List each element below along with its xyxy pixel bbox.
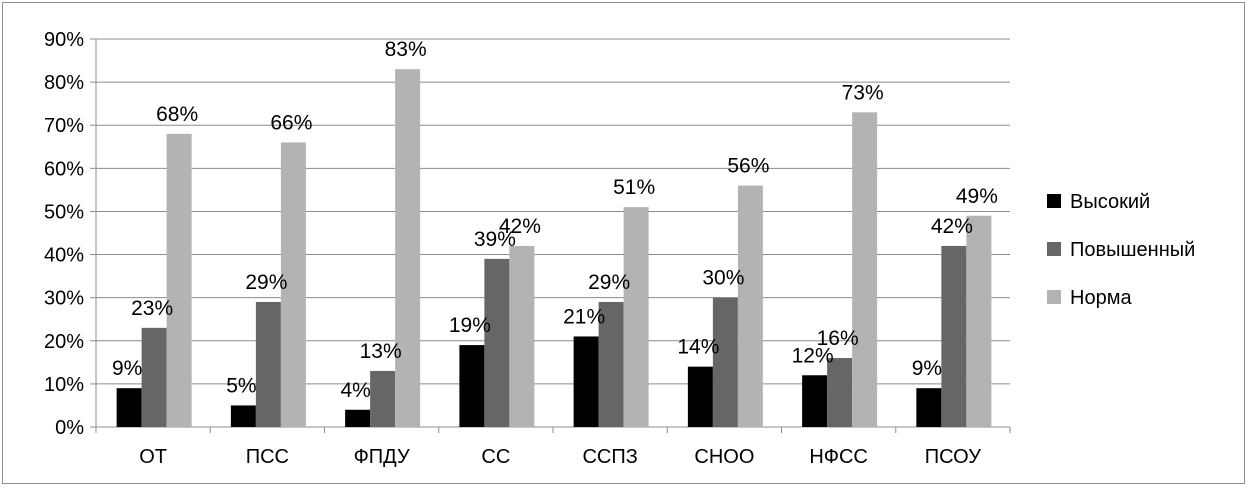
data-label: 9% xyxy=(912,357,942,380)
bar-Норма xyxy=(509,245,535,427)
data-label: 9% xyxy=(112,357,142,380)
data-label: 14% xyxy=(677,336,719,359)
x-category-label: СС xyxy=(481,446,510,468)
bar-Высокий xyxy=(459,345,485,427)
bar-chart: 0% 10% 20% 30% 40% 50% 60% 70% 80% 90% ОТ ПСС ФПДУ СС… xyxy=(44,29,1195,468)
data-label: 39% xyxy=(474,228,516,251)
data-label: 29% xyxy=(245,271,287,294)
data-label: 42% xyxy=(499,215,541,238)
y-tick-label: 20% xyxy=(44,331,84,353)
x-category-label: ПСС xyxy=(246,446,289,468)
data-label: 30% xyxy=(702,267,744,290)
bar-Повышенный xyxy=(941,245,967,427)
bar-Повышенный xyxy=(484,258,510,427)
data-label: 68% xyxy=(156,103,198,126)
bar-Высокий xyxy=(345,409,371,427)
data-label: 56% xyxy=(727,155,769,178)
data-label: 21% xyxy=(563,305,605,328)
gridlines xyxy=(96,38,1010,385)
data-label: 49% xyxy=(956,185,998,208)
legend: Высокий Повышенный Норма xyxy=(1047,191,1195,309)
bar-Повышенный xyxy=(370,370,396,427)
bar-Норма xyxy=(280,142,306,427)
bar-Высокий xyxy=(116,388,142,427)
data-labels: 9%23%68%5%29%66%4%13%83%19%39%42%21%29%5… xyxy=(112,38,998,402)
legend-label: Высокий xyxy=(1070,191,1150,213)
y-tick-label: 80% xyxy=(44,72,84,94)
bar-Норма xyxy=(852,112,878,428)
x-category-label: ПСОУ xyxy=(925,446,981,468)
data-label: 42% xyxy=(931,215,973,238)
x-category-label: ССПЗ xyxy=(582,446,637,468)
bar-Высокий xyxy=(230,405,256,427)
x-category-label: ОТ xyxy=(139,446,167,468)
bar-Высокий xyxy=(916,388,942,427)
legend-label: Норма xyxy=(1070,287,1132,309)
bar-Норма xyxy=(966,215,992,427)
bars xyxy=(116,69,992,428)
bar-Повышенный xyxy=(598,301,624,427)
data-label: 51% xyxy=(613,176,655,199)
data-label: 13% xyxy=(360,340,402,363)
y-tick-label: 60% xyxy=(44,158,84,180)
bar-Норма xyxy=(737,185,763,427)
data-label: 66% xyxy=(270,111,312,134)
x-category-label: ФПДУ xyxy=(354,446,410,468)
data-label: 19% xyxy=(449,314,491,337)
bar-Повышенный xyxy=(255,301,281,427)
legend-swatch xyxy=(1047,290,1061,304)
bar-Высокий xyxy=(573,336,599,427)
data-label: 16% xyxy=(817,327,859,350)
legend-label: Повышенный xyxy=(1070,239,1195,261)
y-tick-label: 90% xyxy=(44,29,84,51)
x-category-label: СНОО xyxy=(694,446,754,468)
data-label: 4% xyxy=(340,379,370,402)
y-tick-label: 0% xyxy=(55,417,84,439)
bar-Высокий xyxy=(802,375,828,427)
bar-Повышенный xyxy=(712,297,738,427)
y-tick-label: 10% xyxy=(44,374,84,396)
y-tick-label: 70% xyxy=(44,115,84,137)
bar-Высокий xyxy=(687,366,713,427)
data-label: 83% xyxy=(385,38,427,61)
legend-swatch xyxy=(1047,194,1061,208)
legend-swatch xyxy=(1047,242,1061,256)
data-label: 29% xyxy=(588,271,630,294)
axes: 0% 10% 20% 30% 40% 50% 60% 70% 80% 90% ОТ ПСС ФПДУ СС… xyxy=(44,29,1011,468)
y-tick-label: 30% xyxy=(44,288,84,310)
data-label: 73% xyxy=(842,81,884,104)
bar-Норма xyxy=(395,69,421,427)
data-label: 23% xyxy=(131,297,173,320)
bar-Повышенный xyxy=(827,358,853,427)
y-tick-label: 40% xyxy=(44,245,84,267)
chart-frame: 0% 10% 20% 30% 40% 50% 60% 70% 80% 90% ОТ ПСС ФПДУ СС… xyxy=(2,2,1245,484)
x-category-label: НФСС xyxy=(809,446,868,468)
data-label: 5% xyxy=(226,374,256,397)
y-tick-label: 50% xyxy=(44,201,84,223)
bar-Повышенный xyxy=(141,327,167,427)
bar-Норма xyxy=(166,133,192,427)
bar-Норма xyxy=(623,207,649,427)
data-label: 12% xyxy=(792,344,834,367)
